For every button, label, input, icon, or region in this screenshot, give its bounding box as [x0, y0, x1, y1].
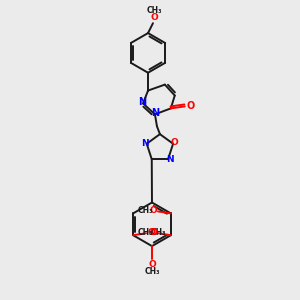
- Text: O: O: [149, 206, 157, 215]
- Text: O: O: [149, 228, 157, 237]
- Text: CH₃: CH₃: [137, 228, 153, 237]
- Text: O: O: [187, 101, 195, 111]
- Text: O: O: [148, 260, 156, 269]
- Text: O: O: [147, 228, 155, 237]
- Text: N: N: [151, 108, 159, 118]
- Text: CH₃: CH₃: [151, 228, 166, 237]
- Text: CH₃: CH₃: [137, 206, 153, 215]
- Text: O: O: [170, 138, 178, 147]
- Text: N: N: [138, 98, 146, 107]
- Text: CH₃: CH₃: [146, 6, 162, 15]
- Text: N: N: [166, 155, 174, 164]
- Text: O: O: [150, 13, 158, 22]
- Text: CH₃: CH₃: [144, 267, 160, 276]
- Text: N: N: [141, 139, 148, 148]
